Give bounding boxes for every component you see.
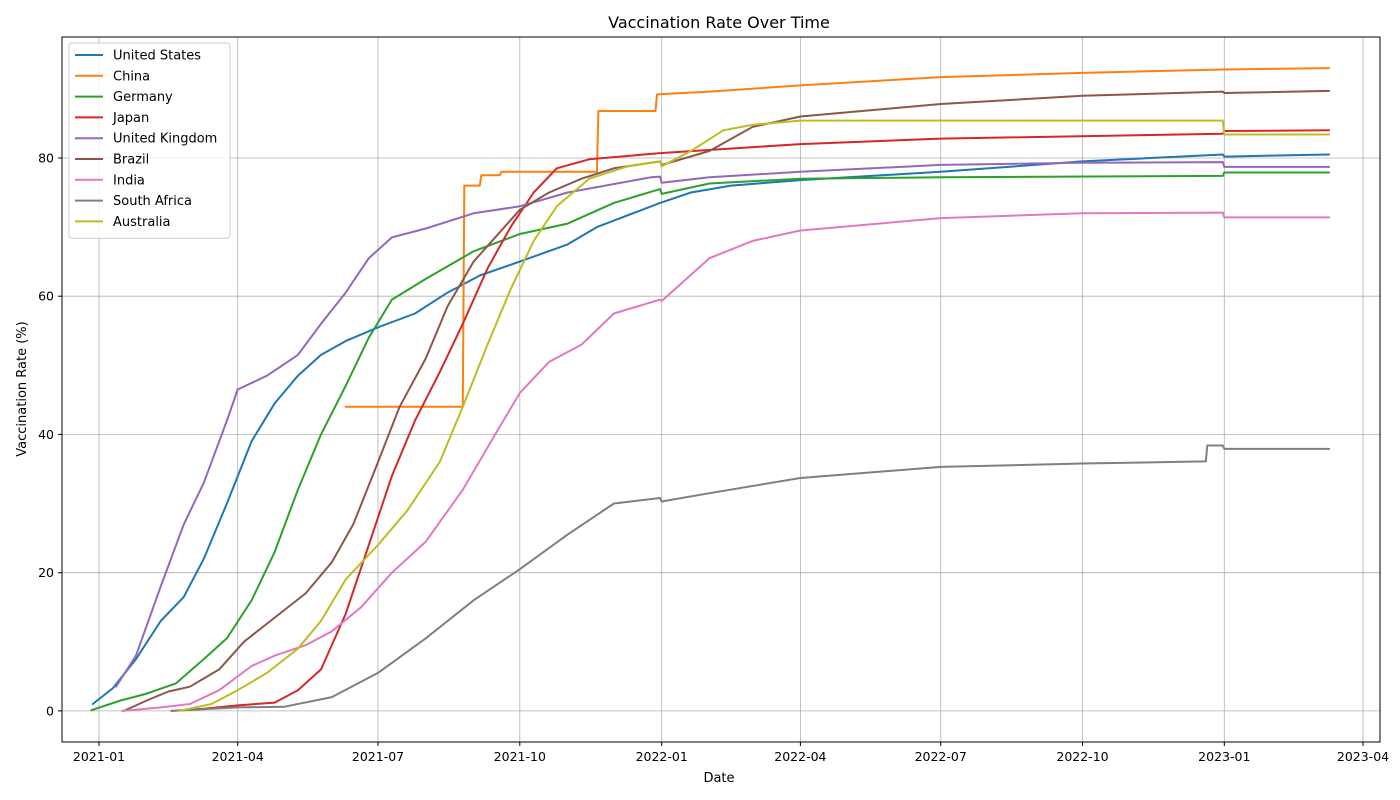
x-tick-label: 2021-10 <box>494 749 546 764</box>
legend-label-india: India <box>113 173 145 188</box>
legend-label-japan: Japan <box>112 111 149 126</box>
x-tick-label: 2023-01 <box>1198 749 1250 764</box>
y-tick-label: 40 <box>38 427 54 442</box>
legend: United States China Germany Japan United Kin… <box>69 43 230 238</box>
y-tick-label: 80 <box>38 151 54 166</box>
legend-label-germany: Germany <box>113 90 173 105</box>
x-axis-label: Date <box>703 771 734 786</box>
y-tick-label: 60 <box>38 289 54 304</box>
x-tick-label: 2021-04 <box>212 749 264 764</box>
x-tick-label: 2022-10 <box>1056 749 1108 764</box>
y-tick-label: 20 <box>38 565 54 580</box>
legend-label-south-africa: South Africa <box>113 194 192 209</box>
legend-label-brazil: Brazil <box>113 153 149 168</box>
legend-label-united-states: United States <box>113 49 201 64</box>
x-tick-label: 2023-04 <box>1337 749 1389 764</box>
legend-label-australia: Australia <box>113 215 171 230</box>
legend-label-china: China <box>113 69 150 84</box>
x-tick-label: 2022-04 <box>774 749 826 764</box>
y-tick-label: 0 <box>46 703 54 718</box>
chart-title: Vaccination Rate Over Time <box>608 13 830 32</box>
x-tick-label: 2021-07 <box>352 749 404 764</box>
x-tick-label: 2022-07 <box>915 749 967 764</box>
legend-label-united-kingdom: United Kingdom <box>113 132 217 147</box>
y-axis-label: Vaccination Rate (%) <box>15 321 30 456</box>
x-tick-label: 2021-01 <box>73 749 125 764</box>
x-tick-label: 2022-01 <box>636 749 688 764</box>
